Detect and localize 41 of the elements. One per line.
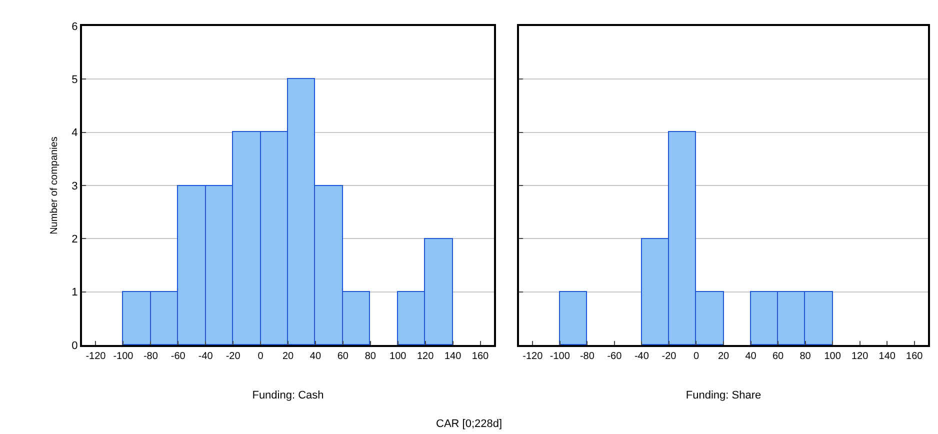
x-tick-label: -20 <box>662 351 677 362</box>
x-tick-label: -60 <box>170 351 186 362</box>
x-tick-label: 20 <box>282 351 294 362</box>
x-tick-label: 100 <box>824 351 842 362</box>
y-tick-label: 0 <box>72 340 78 352</box>
x-tick-label: -120 <box>86 351 106 362</box>
x-tick-label: 140 <box>878 351 896 362</box>
x-tick-label: 140 <box>444 351 462 362</box>
x-tick-label: 100 <box>390 351 407 362</box>
x-tick-label: -60 <box>607 351 622 362</box>
x-tick-label: 40 <box>310 351 322 362</box>
x-tick-label: -100 <box>550 351 570 362</box>
x-tick-label: 160 <box>472 351 490 362</box>
x-tick-label: 160 <box>906 351 924 362</box>
y-tick-label: 6 <box>72 20 78 33</box>
y-axis-title: Number of companies <box>49 136 60 234</box>
x-tick-label: 0 <box>693 351 700 362</box>
x-axis-title: Funding: Share <box>686 390 762 402</box>
x-tick-label: -40 <box>634 351 650 362</box>
x-tick-label: -40 <box>198 351 214 362</box>
x-tick-label: 60 <box>772 351 784 362</box>
x-tick-label: -80 <box>143 351 158 362</box>
y-tick-label: 3 <box>72 180 78 192</box>
x-tick-label: -100 <box>113 351 134 362</box>
x-axis-title: Funding: Cash <box>252 390 324 402</box>
y-tick-label: 5 <box>72 74 78 86</box>
y-tick-label: 2 <box>72 234 78 246</box>
x-tick-label: 80 <box>364 351 376 362</box>
x-tick-label: 20 <box>718 351 730 362</box>
x-tick-label: 0 <box>258 351 264 362</box>
x-tick-label: 120 <box>416 351 434 362</box>
x-tick-label: 40 <box>745 351 757 362</box>
x-tick-label: 80 <box>800 351 812 362</box>
x-tick-label: -120 <box>522 351 544 362</box>
y-tick-label: 1 <box>72 286 78 299</box>
x-tick-label: -20 <box>226 351 241 362</box>
x-tick-label: -80 <box>580 351 595 362</box>
x-tick-label: 120 <box>851 351 869 362</box>
x-tick-label: 60 <box>337 351 349 362</box>
y-tick-label: 4 <box>72 127 78 140</box>
text: CAR [0;228d] <box>436 418 502 430</box>
